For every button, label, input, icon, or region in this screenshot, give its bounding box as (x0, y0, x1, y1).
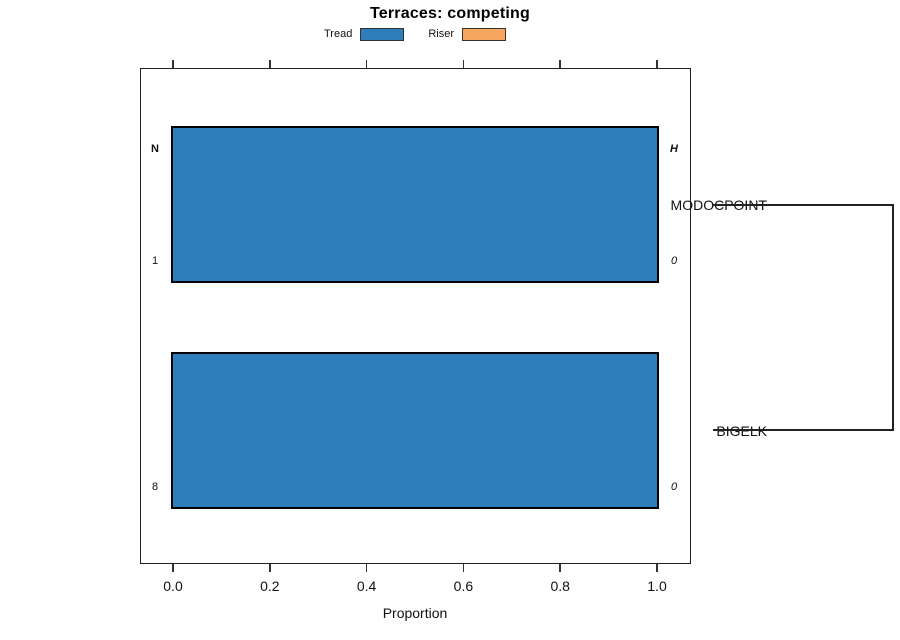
legend-swatch-tread (360, 27, 405, 41)
x-axis-title: Proportion (382, 605, 448, 621)
bracket-top-segment (713, 204, 892, 206)
x-axis-tick-top (269, 60, 271, 68)
chart-title: Terraces: competing (370, 5, 530, 22)
bracket-bottom-segment (713, 429, 892, 431)
x-axis-tick-bottom (269, 564, 271, 572)
annotation-left-value: 1 (151, 255, 159, 267)
x-axis-tick-label: 0.8 (550, 578, 570, 594)
x-axis-tick-label: 0.0 (163, 578, 183, 594)
x-axis-tick-bottom (365, 564, 368, 572)
annotation-right-header: H (670, 143, 678, 155)
legend-swatch-riser (462, 27, 506, 41)
x-axis-tick-top (365, 60, 368, 68)
bar-modocpoint (171, 126, 659, 283)
x-axis-tick-label: 1.0 (647, 578, 667, 594)
x-axis-tick-top (462, 60, 465, 68)
x-axis-tick-bottom (172, 564, 174, 572)
bar-bigelk (171, 352, 659, 509)
x-axis-tick-label: 0.6 (453, 578, 474, 594)
legend-label: Riser (428, 28, 454, 40)
legend-item-riser: Riser (428, 27, 506, 41)
legend-item-tread: Tread (324, 27, 405, 41)
annotation-left-header: N (151, 143, 159, 155)
x-axis-tick-top (172, 60, 174, 68)
category-label-bigelk: BIGELK (716, 422, 767, 439)
x-axis-tick-bottom (559, 564, 561, 572)
legend-label: Tread (324, 28, 353, 40)
annotation-left-value: 8 (151, 481, 159, 493)
x-axis-tick-label: 0.4 (356, 578, 377, 594)
chart-legend: Tread Riser (0, 26, 830, 42)
bracket-vertical-segment (892, 204, 894, 431)
annotation-right-value: 0 (670, 255, 678, 267)
x-axis-tick-bottom (656, 564, 658, 572)
x-axis-tick-bottom (462, 564, 465, 572)
annotation-right-value: 0 (670, 481, 678, 493)
x-axis-tick-top (559, 60, 561, 68)
x-axis-tick-top (656, 60, 658, 68)
x-axis-tick-label: 0.2 (260, 578, 280, 594)
